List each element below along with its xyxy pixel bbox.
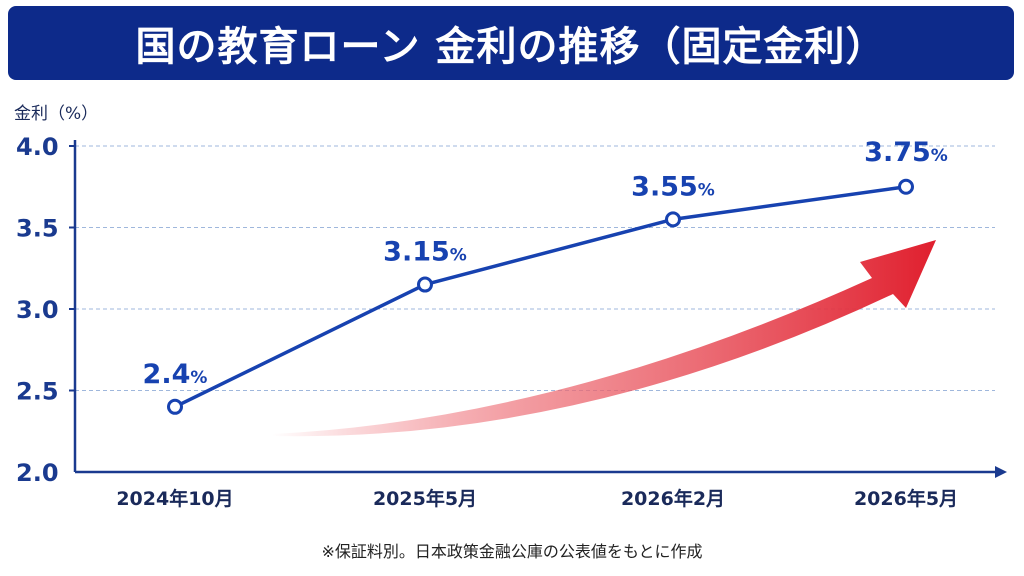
data-label: 2.4% <box>143 359 208 390</box>
x-tick-label: 2024年10月 <box>116 487 233 510</box>
series-line <box>174 185 907 409</box>
trend-arrow-icon <box>272 240 936 437</box>
y-axis-title: 金利（%） <box>14 104 98 124</box>
data-point <box>898 178 914 195</box>
data-label: 3.15% <box>383 237 467 268</box>
x-tick-label: 2025年5月 <box>373 487 477 510</box>
data-point <box>167 398 183 415</box>
y-tick-label: 2.5 <box>16 378 59 406</box>
data-point <box>417 276 433 293</box>
y-tick-label: 4.0 <box>16 133 59 161</box>
y-tick-label: 3.0 <box>16 296 59 324</box>
x-tick-label: 2026年2月 <box>621 487 725 510</box>
title-banner: 国の教育ローン 金利の推移（固定金利） <box>8 6 1014 80</box>
y-tick-label: 2.0 <box>16 459 59 487</box>
x-tick-label: 2026年5月 <box>854 487 958 510</box>
chart-title: 国の教育ローン 金利の推移（固定金利） <box>135 24 887 70</box>
source-footnote: ※保証料別。日本政策金融公庫の公表値をもとに作成 <box>321 542 703 561</box>
data-label: 3.75% <box>864 137 948 168</box>
y-tick-label: 3.5 <box>16 215 59 243</box>
data-label: 3.55% <box>631 171 715 202</box>
x-axis-arrowhead <box>995 466 1007 478</box>
data-point <box>665 211 681 228</box>
